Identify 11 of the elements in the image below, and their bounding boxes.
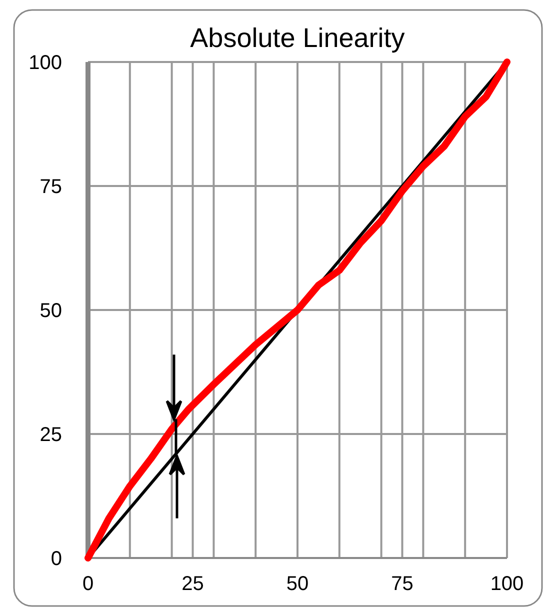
- y-tick-label: 75: [40, 176, 62, 198]
- y-tick-label: 0: [50, 548, 62, 570]
- x-tick-label: 0: [82, 573, 94, 595]
- chart-title: Absolute Linearity: [190, 23, 406, 53]
- x-tick-label: 100: [490, 573, 524, 595]
- x-tick-label: 75: [391, 573, 414, 595]
- y-tick-label: 100: [28, 52, 62, 74]
- y-tick-label: 25: [40, 424, 62, 446]
- x-tick-label: 50: [286, 573, 309, 595]
- x-tick-label: 25: [182, 573, 204, 595]
- y-tick-label: 50: [40, 300, 62, 322]
